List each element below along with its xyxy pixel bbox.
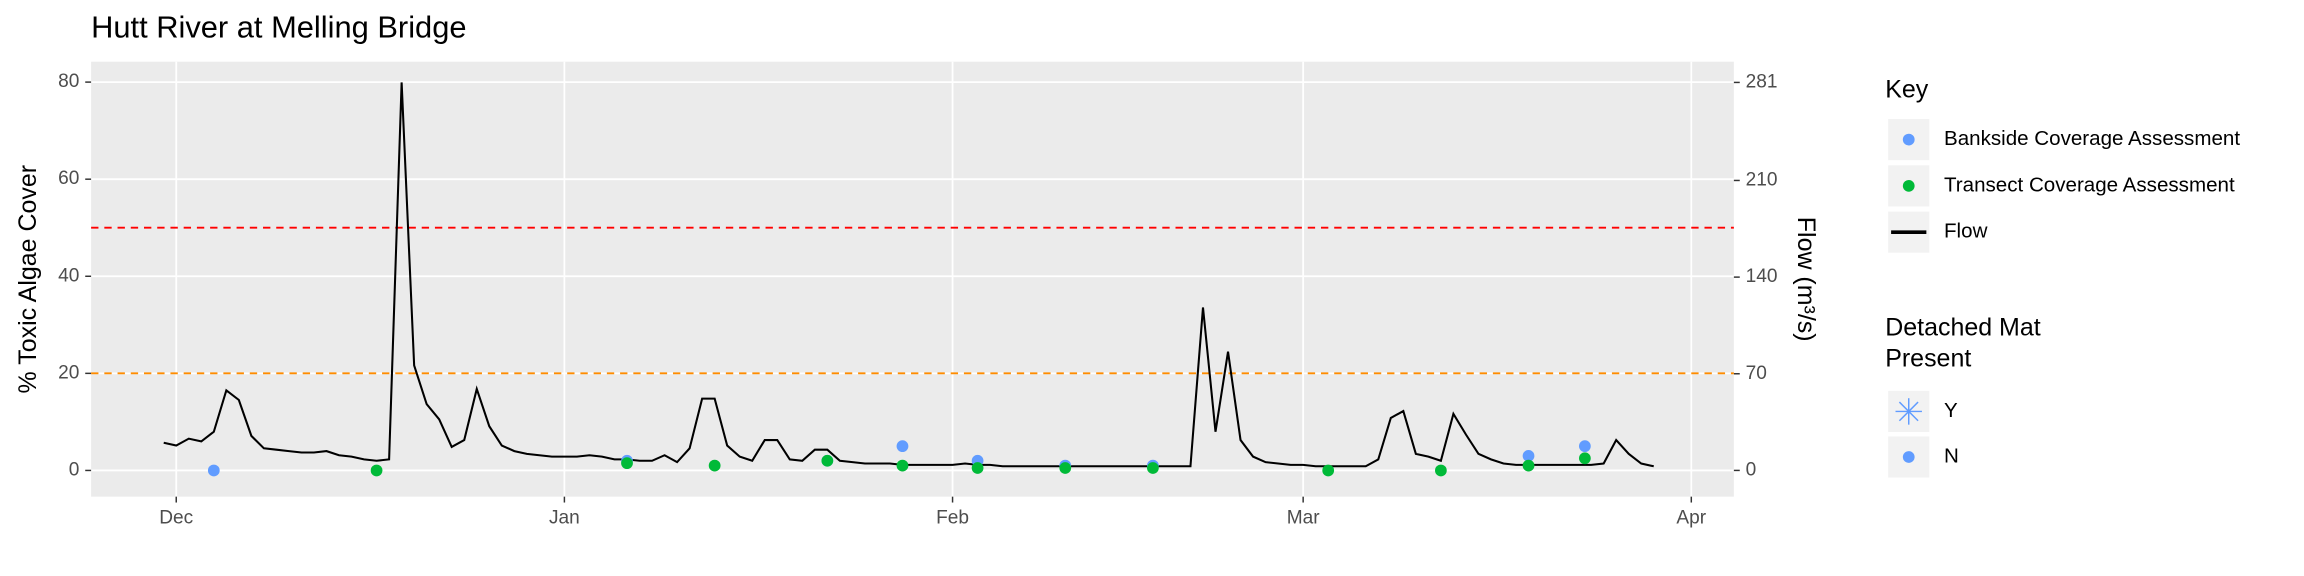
legend-title: Key [1885,76,1929,104]
chart-title: Hutt River at Melling Bridge [91,10,466,45]
legend-label: Y [1944,399,1958,422]
y2-tick-label: 281 [1746,71,1778,92]
y-tick-label: 40 [58,265,79,286]
x-tick-label: Mar [1287,508,1321,529]
point [1522,450,1535,462]
point [1059,462,1072,474]
point [821,454,834,467]
y-tick-label: 80 [58,71,79,92]
legend-label: Bankside Coverage Assessment [1944,127,2240,150]
legend-symbol [1902,133,1915,146]
y-tick-label: 60 [58,168,79,189]
legend-title: Present [1885,345,1971,373]
point [1578,440,1591,453]
point [1435,464,1447,477]
flow-line [163,82,1654,468]
legend-label: Transect Coverage Assessment [1944,173,2235,196]
point [896,459,909,472]
x-tick-label: Feb [936,508,969,529]
x-tick-label: Apr [1676,508,1706,529]
y2-tick-label: 0 [1746,459,1757,480]
point [708,459,721,472]
point [621,457,633,470]
point [1322,464,1335,477]
point [1522,459,1535,472]
y2-tick-label: 140 [1746,266,1778,287]
legend-symbol [1902,180,1915,192]
y-tick-label: 20 [58,362,79,383]
x-tick-label: Jan [549,508,580,529]
legend-label: N [1944,444,1959,467]
point [207,464,220,477]
plot-panel [91,61,1734,497]
legend-symbol [1902,451,1915,463]
y-axis-label: % Toxic Algae Cover [14,165,42,394]
y2-tick-label: 70 [1746,363,1767,384]
point [1578,452,1591,465]
y-tick-label: 0 [69,459,80,480]
legend-symbol [1898,401,1919,422]
point [896,440,909,453]
x-tick-label: Dec [159,508,193,529]
legend-label: Flow [1944,220,1988,243]
y2-axis-label: Flow (m³/s) [1792,217,1820,342]
y2-tick-label: 210 [1746,170,1778,191]
point [971,462,984,474]
legend-title: Detached Mat [1885,314,2041,342]
point [370,464,383,477]
point [1147,462,1159,474]
